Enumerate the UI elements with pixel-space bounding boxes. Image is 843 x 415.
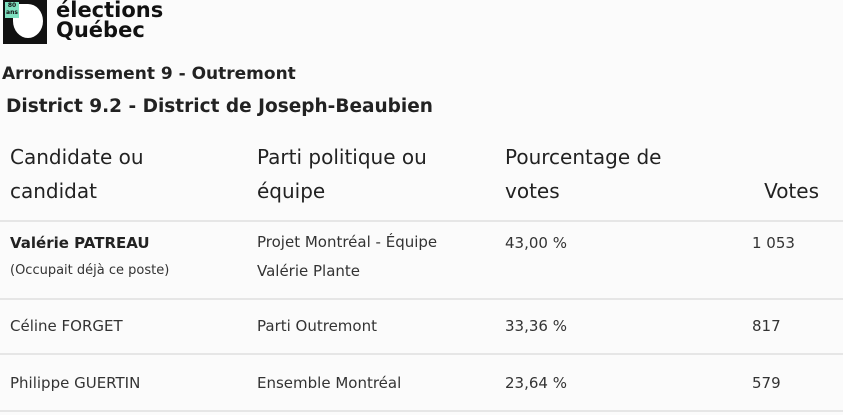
table-row: Céline FORGET Parti Outremont 33,36 % 81… (0, 298, 843, 355)
header-candidate: Candidate ou candidat (10, 145, 144, 203)
candidate-name: Céline FORGET (10, 317, 123, 335)
candidate-name: Valérie PATREAU (10, 234, 150, 252)
party: Ensemble Montréal (257, 374, 402, 392)
district-title: District 9.2 - District de Joseph-Beaubi… (6, 96, 433, 117)
percent: 33,36 % (505, 317, 567, 335)
table-row: Philippe GUERTIN Ensemble Montréal 23,64… (0, 355, 843, 412)
percent: 43,00 % (505, 234, 567, 252)
candidate-name: Philippe GUERTIN (10, 374, 141, 392)
logo-line1: élections (56, 0, 164, 22)
party: Projet Montréal - Équipe Valérie Plante (257, 233, 438, 280)
votes: 1 053 (752, 234, 795, 252)
logo-line2: Québec (56, 18, 145, 42)
votes: 817 (752, 317, 781, 335)
header-percent: Pourcentage de votes (505, 145, 662, 203)
anniversary-badge: 80 ans (5, 2, 19, 18)
table-header: Candidate ou candidat Parti politique ou… (0, 140, 843, 215)
table-row: Valérie PATREAU (Occupait déjà ce poste)… (0, 220, 843, 300)
candidate-note: (Occupait déjà ce poste) (10, 263, 170, 278)
logo-mark-icon: 80 ans (3, 0, 47, 44)
votes: 579 (752, 374, 781, 392)
header-votes: Votes (764, 179, 819, 203)
elections-quebec-logo: 80 ans élections Québec (3, 0, 163, 44)
arrondissement-title: Arrondissement 9 - Outremont (2, 64, 296, 84)
party: Parti Outremont (257, 317, 377, 335)
header-party: Parti politique ou équipe (257, 145, 427, 203)
percent: 23,64 % (505, 374, 567, 392)
